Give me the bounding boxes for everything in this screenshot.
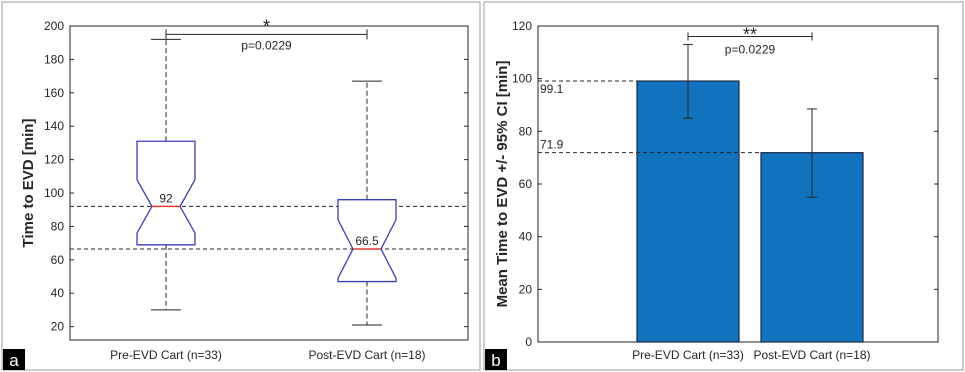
- y-tick-label: 40: [519, 230, 533, 244]
- panel-b-y-ticks: 0 20 40 60 80 100 120: [512, 19, 938, 349]
- p-value-label: p=0.0229: [241, 38, 292, 52]
- y-tick-label: 60: [519, 177, 533, 191]
- significance-star: *: [263, 16, 270, 36]
- panel-a-y-axis-label: Time to EVD [min]: [20, 119, 37, 248]
- panel-a-x-tick-label: Post-EVD Cart (n=18): [308, 348, 425, 362]
- panel-a-x-tick-label: Pre-EVD Cart (n=33): [110, 348, 222, 362]
- notched-box: [337, 199, 397, 283]
- y-tick-label: 100: [44, 186, 64, 200]
- y-tick-label: 100: [512, 72, 532, 86]
- bar-value-label: 99.1: [540, 82, 564, 96]
- y-tick-label: 60: [51, 253, 65, 267]
- panel-b-y-axis-label: Mean Time to EVD +/- 95% CI [min]: [494, 61, 511, 308]
- significance-stars: **: [743, 25, 757, 45]
- panel-b-marks: 99.1 71.9 **p=0.0229: [538, 25, 864, 343]
- bar: [636, 80, 740, 343]
- y-tick-label: 40: [51, 286, 65, 300]
- panel-b-x-tick-label: Post-EVD Cart (n=18): [753, 348, 870, 362]
- y-tick-label: 20: [51, 320, 65, 334]
- notched-box: [136, 140, 196, 246]
- panel-b-tag: b: [491, 351, 500, 370]
- panel-b-x-tick-label: Pre-EVD Cart (n=33): [632, 348, 744, 362]
- y-tick-label: 200: [44, 19, 64, 33]
- y-tick-label: 180: [44, 52, 64, 66]
- median-value-label: 66.5: [355, 234, 379, 248]
- panel-b-tag-box: [485, 349, 507, 370]
- y-tick-label: 140: [44, 119, 64, 133]
- bar-value-label: 71.9: [540, 138, 564, 152]
- y-tick-label: 80: [519, 124, 533, 138]
- y-tick-label: 160: [44, 86, 64, 100]
- y-tick-label: 120: [44, 153, 64, 167]
- panel-a-tag-box: [3, 349, 25, 370]
- p-value-label: p=0.0229: [725, 43, 776, 57]
- panel-a-plot-area: [69, 25, 469, 341]
- y-tick-label: 0: [525, 335, 532, 349]
- y-tick-label: 20: [519, 282, 533, 296]
- y-tick-label: 80: [51, 219, 65, 233]
- panel-a-tag: a: [9, 351, 19, 370]
- y-tick-label: 120: [512, 19, 532, 33]
- median-value-label: 92: [159, 191, 173, 205]
- panel-a-marks: 92 66.5 * p=0.0229: [70, 16, 468, 326]
- panel-a-y-ticks: 20 40 60 80 100 120 140 160 180 200: [44, 19, 468, 334]
